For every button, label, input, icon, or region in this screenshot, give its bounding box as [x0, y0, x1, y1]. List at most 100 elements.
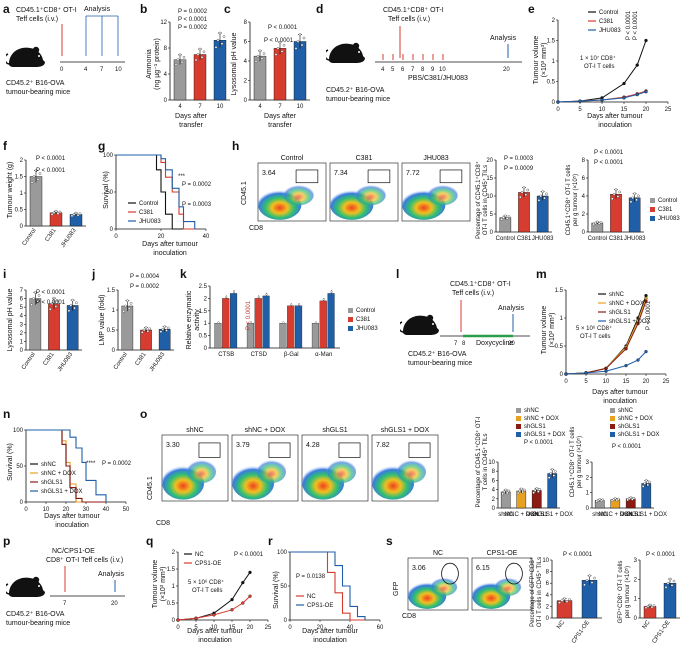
chart-o1-ytick-label: 0 — [492, 506, 496, 512]
chart-i-ytick-label: 7 — [20, 288, 24, 294]
flow-gate-value: 3.30 — [166, 442, 180, 449]
chart-q-ytick-label: 2 — [172, 550, 176, 556]
m-ylabel2: (×10³ mm³) — [549, 313, 556, 348]
chart-k-bar — [319, 300, 327, 349]
h-pvalue2: P < 0.0001 — [594, 160, 624, 166]
chart-o1-dot — [501, 492, 504, 496]
q-xlabel: Days after tumour — [187, 628, 243, 635]
flow-plot-title: shGLS1 — [322, 427, 347, 434]
l-cells-text: CD45.1⁺CD8⁺ OT-I — [450, 281, 511, 288]
chart-r-xtick-label: 60 — [377, 625, 384, 631]
panel-label-m: m — [536, 267, 547, 281]
l-day-label: 20 — [508, 341, 515, 347]
chart-f-ytick-label: 0.5 — [15, 208, 24, 214]
chart-o1-dot — [552, 474, 556, 477]
chart-o2-dot — [613, 497, 617, 500]
chart-k-ytick-label: 0 — [204, 346, 208, 352]
chart-g-xtick-label: 20 — [158, 234, 165, 240]
legend-label: shGLS1 + DOX — [41, 489, 83, 495]
chart-b-dot — [218, 31, 222, 35]
c-pvalue: P < 0.0001 — [268, 25, 298, 31]
chart-n-survival-line — [26, 429, 106, 503]
flow-gate — [338, 442, 361, 458]
legend-swatch — [650, 216, 655, 221]
chart-e-axes: 0 0.5 1 1.5 2 — [547, 18, 668, 106]
chart-g-xtick-label: 40 — [203, 234, 210, 240]
chart-e-point — [578, 99, 582, 103]
chart-n-xtick-label: 50 — [123, 507, 130, 513]
chart-k-ytick-label: 0.5 — [199, 334, 208, 340]
chart-e-xtick-label: 25 — [665, 107, 672, 113]
chart-h2-dot — [596, 220, 599, 224]
chart-s2-dot — [652, 604, 656, 608]
flow-gate-value: 6.15 — [476, 565, 490, 572]
s-pvalue2: P < 0.0001 — [646, 552, 676, 558]
s-ylabel1b: OT-I T cells in CD45⁺ TILs — [536, 557, 543, 627]
chart-s2-dot — [648, 603, 652, 607]
a-cells2-text: Teff cells (i.v.) — [16, 16, 58, 23]
chart-h2-dot — [612, 192, 616, 196]
chart-o1-ytick-label: 6 — [492, 478, 496, 484]
chart-s1-ytick-label: 10 — [542, 558, 549, 564]
chart-i-bar — [66, 305, 79, 351]
mouse-icon — [6, 575, 46, 598]
chart-k-dot — [265, 293, 268, 296]
d-day-label: 9 — [431, 67, 435, 73]
panel-label-d: d — [316, 2, 323, 16]
a-day-label: 7 — [100, 67, 104, 73]
chart-m-point — [604, 369, 608, 373]
flow-gate — [295, 169, 319, 184]
panel-label-j: j — [91, 267, 95, 281]
panel-label-p: p — [3, 534, 10, 548]
chart-r-survival-line — [290, 551, 365, 621]
chart-o1-dot — [538, 488, 542, 491]
e-note2: OT-I T cells — [584, 64, 614, 70]
chart-j-bar — [121, 305, 134, 351]
d-day-label: 7 — [411, 67, 415, 73]
legend-swatch — [516, 424, 521, 429]
chart-o2-dot — [643, 482, 647, 485]
chart-g-ytick-label: 50 — [106, 190, 113, 196]
chart-r-axes: 0 50 100 — [277, 550, 380, 624]
chart-g-survival-line — [116, 154, 195, 230]
chart-q-xtick-label: 0 — [176, 625, 180, 631]
chart-q-xtick-label: 10 — [211, 625, 218, 631]
chart-o1-ytick-label: 10 — [488, 460, 495, 466]
chart-s2-xtick-label: CPS1-OE — [652, 620, 672, 645]
chart-k-bar — [279, 323, 287, 349]
q-note: 5 × 10⁶ CD8⁺ — [188, 579, 224, 586]
q-note2: OT-I T cells — [192, 588, 222, 594]
chart-q-ytick-label: 0.5 — [167, 601, 176, 607]
i-pvalue: P < 0.0001 — [36, 300, 66, 306]
chart-n-xtick-label: 30 — [83, 507, 90, 513]
flow-density — [283, 184, 314, 206]
chart-q-point — [241, 580, 245, 585]
chart-e-xtick-label: 15 — [621, 107, 628, 113]
chart-q-ytick-label: 1 — [172, 584, 176, 590]
chart-k-dot — [290, 303, 293, 306]
i-pvalue: P < 0.0001 — [36, 290, 66, 296]
flow-plot-title: JHU083 — [423, 155, 448, 162]
chart-i-ytick-label: 0 — [20, 348, 24, 354]
chart-e-point — [622, 96, 626, 100]
chart-h1-dot — [541, 190, 544, 193]
h-ylabel2b: per g tumour (×10⁵) — [572, 174, 579, 226]
chart-s2-xtick-label: NC — [642, 619, 652, 630]
s-xaxis: CD8 — [402, 613, 416, 620]
chart-j-dot — [146, 329, 150, 333]
panel-label-c: c — [224, 2, 231, 16]
flow-gate — [268, 442, 291, 458]
chart-i-xtick-label: JHU083 — [57, 351, 75, 373]
chart-b-ytick-label: 4 — [164, 72, 168, 78]
chart-i-axes: 0 1 2 3 4 5 6 7 — [20, 288, 82, 354]
l-mouse2-text: tumour-bearing mice — [408, 360, 472, 367]
chart-i-dot — [32, 297, 35, 300]
c-xlabel2: transfer — [268, 122, 292, 129]
chart-f-dot — [38, 172, 42, 175]
chart-s2-dot — [668, 577, 672, 581]
chart-f-bar — [29, 176, 43, 227]
chart-h2-dot — [594, 221, 597, 225]
chart-k-xtick-label: β-Gal — [284, 352, 299, 358]
o-ylabel2b: per g tumour (×10⁵) — [576, 436, 583, 488]
